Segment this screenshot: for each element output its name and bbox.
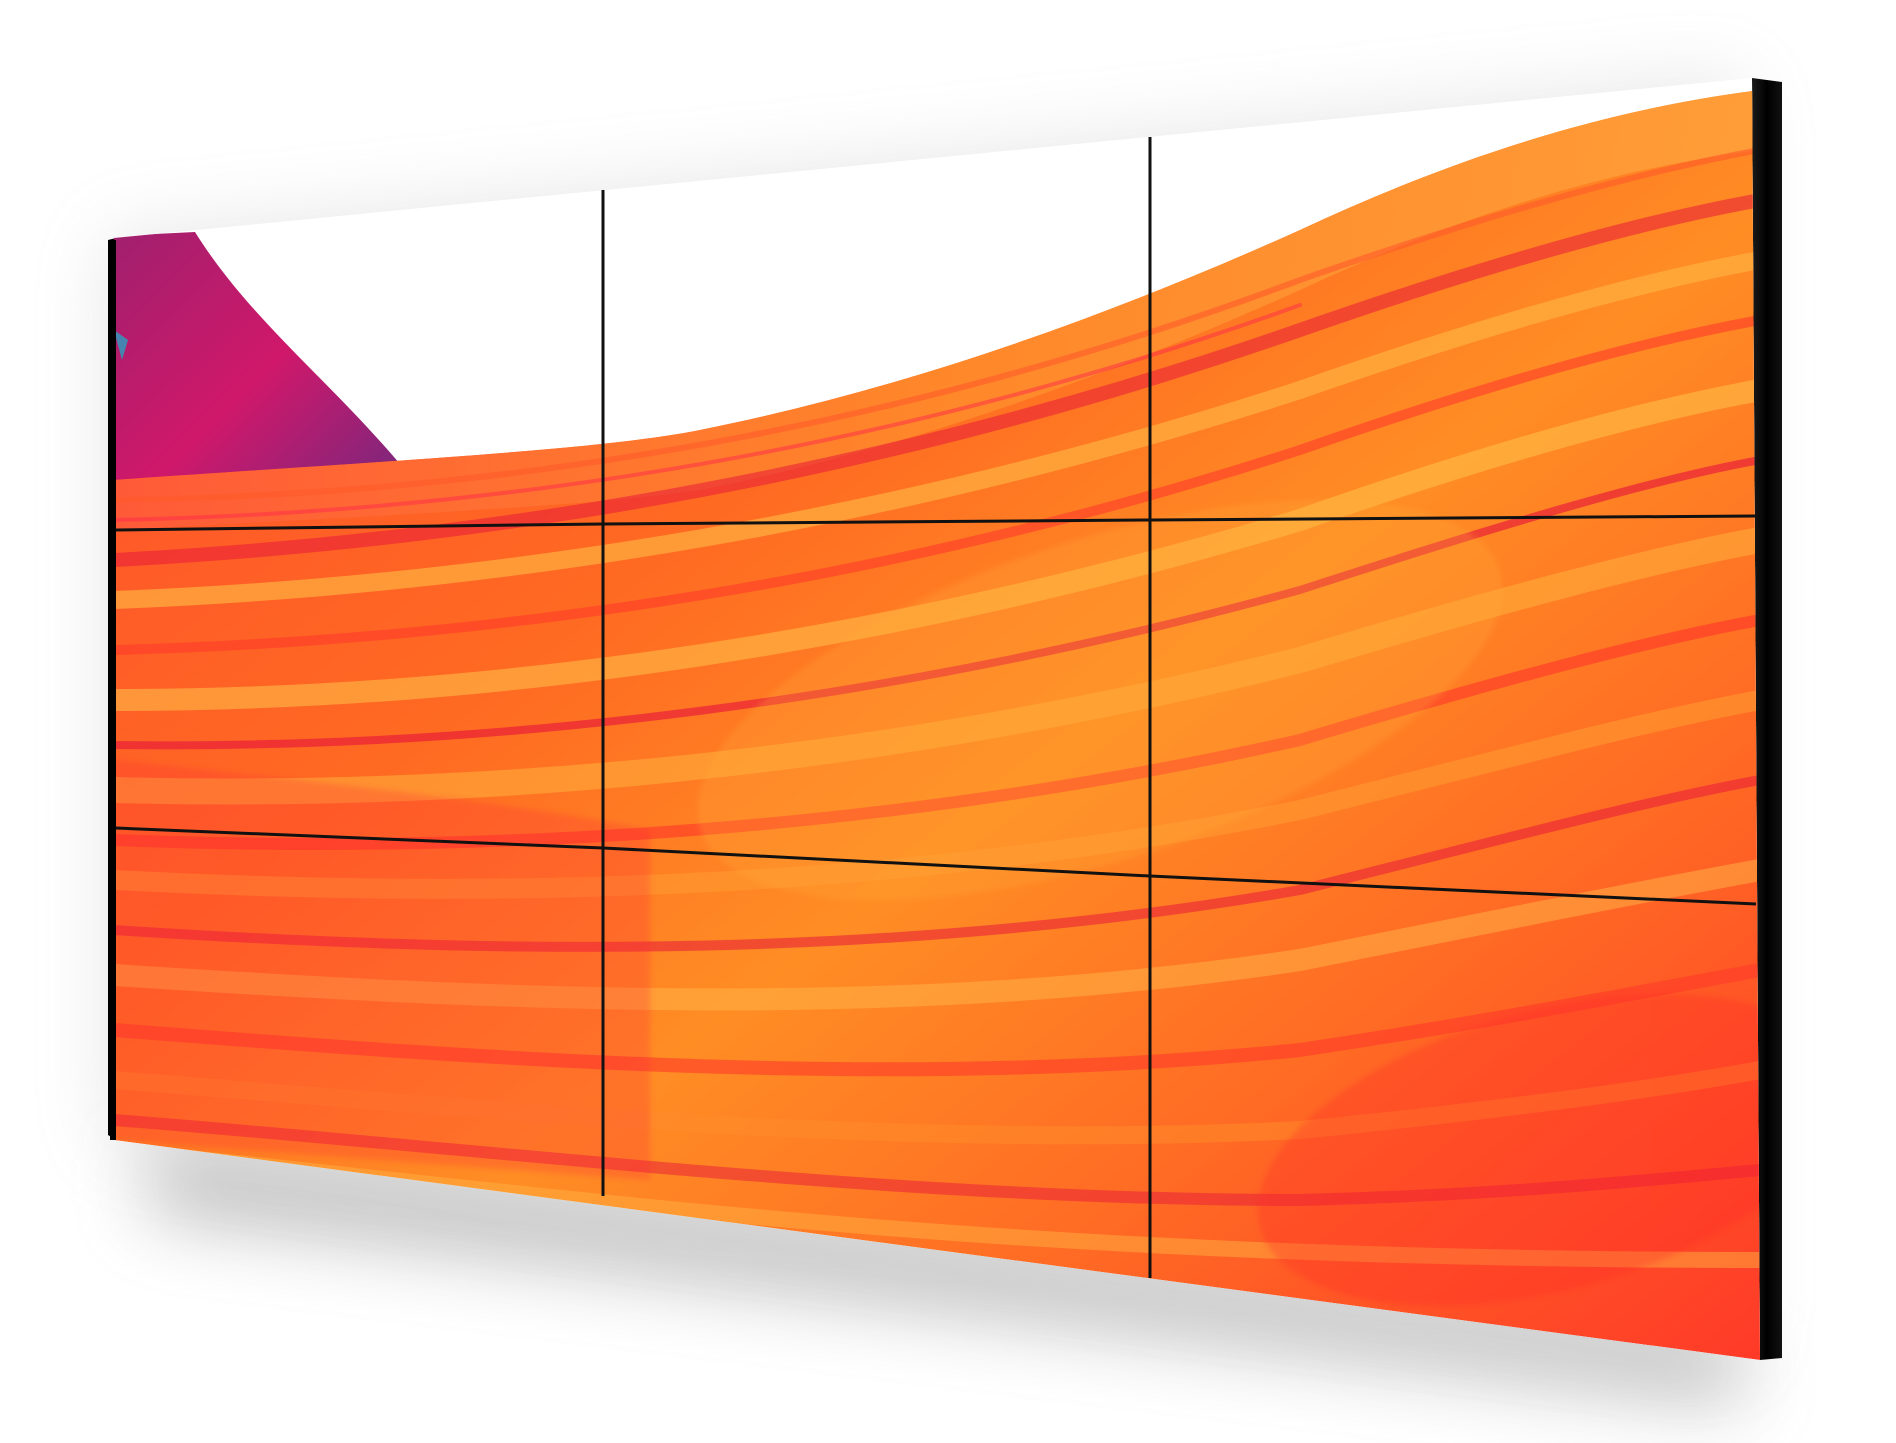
magenta-accent — [114, 232, 405, 520]
seam-horizontal-1c — [1149, 514, 1757, 522]
wall-right-edge — [1752, 78, 1782, 1360]
seam-horizontal-1b — [602, 518, 1151, 526]
wall-screen — [114, 78, 1760, 1360]
seam-horizontal-2b — [602, 846, 1151, 878]
panel-seams — [115, 137, 1757, 1278]
seam-horizontal-2 — [115, 826, 604, 850]
seam-horizontal-1 — [115, 522, 604, 532]
seam-horizontal-2c — [1149, 874, 1757, 906]
